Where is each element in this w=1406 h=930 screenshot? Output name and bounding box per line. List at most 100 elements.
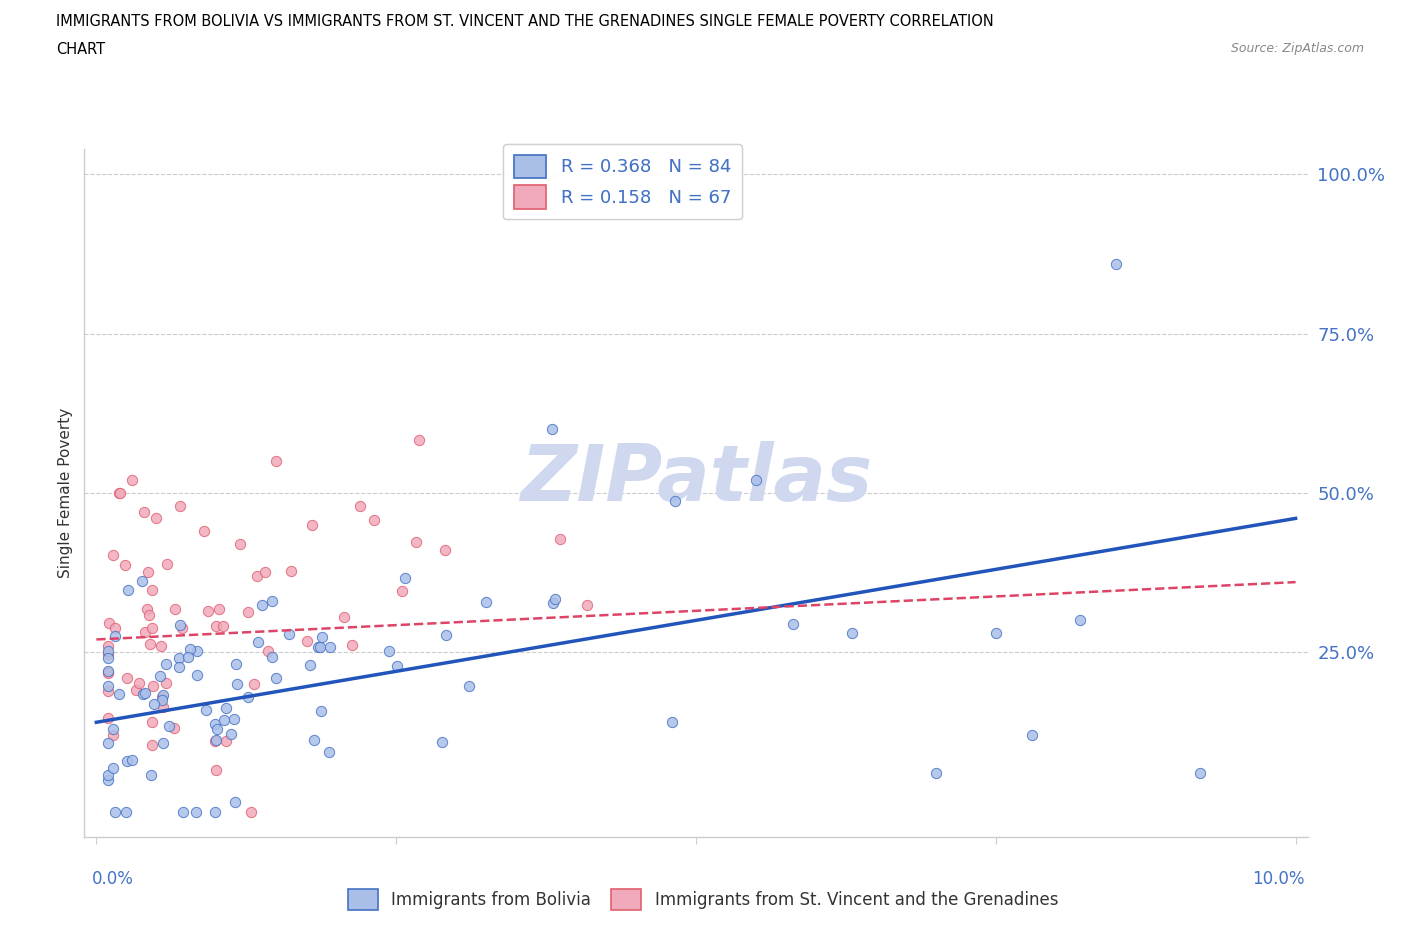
Point [104, 620, 127, 635]
Point [984, 626, 1007, 641]
Point [318, 745, 340, 760]
Point [1188, 765, 1211, 780]
Point [1021, 727, 1043, 742]
Point [97, 736, 120, 751]
Point [264, 454, 287, 469]
Point [121, 472, 143, 487]
Point [664, 493, 686, 508]
Point [212, 712, 235, 727]
Point [1069, 613, 1091, 628]
Point [394, 571, 416, 586]
Point [236, 689, 259, 704]
Point [548, 532, 571, 547]
Point [104, 629, 127, 644]
Point [145, 511, 167, 525]
Point [224, 795, 246, 810]
Legend: R = 0.368   N = 84, R = 0.158   N = 67: R = 0.368 N = 84, R = 0.158 N = 67 [503, 144, 742, 219]
Point [211, 618, 233, 633]
Point [115, 753, 138, 768]
Point [204, 717, 226, 732]
Point [298, 658, 321, 672]
Point [541, 595, 564, 610]
Point [474, 594, 496, 609]
Point [349, 498, 371, 513]
Point [925, 765, 948, 780]
Point [134, 625, 156, 640]
Point [430, 735, 453, 750]
Point [541, 421, 564, 436]
Point [264, 671, 287, 685]
Point [141, 714, 163, 729]
Point [1105, 256, 1128, 271]
Point [141, 737, 163, 752]
Point [163, 721, 186, 736]
Point [103, 722, 125, 737]
Point [311, 703, 333, 718]
Point [108, 485, 131, 500]
Point [169, 498, 191, 513]
Point [307, 640, 329, 655]
Point [97, 684, 120, 698]
Point [297, 633, 319, 648]
Point [97, 647, 120, 662]
Point [408, 432, 430, 447]
Point [104, 804, 127, 819]
Point [138, 565, 160, 579]
Point [170, 621, 193, 636]
Point [155, 675, 177, 690]
Point [97, 665, 120, 680]
Point [204, 619, 226, 634]
Point [278, 627, 301, 642]
Point [125, 683, 148, 698]
Point [97, 639, 120, 654]
Point [195, 702, 218, 717]
Point [186, 804, 208, 819]
Point [131, 573, 153, 588]
Point [150, 690, 173, 705]
Text: 0.0%: 0.0% [91, 870, 134, 887]
Point [121, 752, 143, 767]
Point [157, 719, 180, 734]
Point [149, 669, 172, 684]
Point [97, 768, 120, 783]
Point [186, 668, 208, 683]
Point [204, 804, 226, 819]
Point [434, 542, 457, 557]
Point [101, 760, 124, 775]
Point [156, 557, 179, 572]
Point [152, 736, 174, 751]
Text: CHART: CHART [56, 42, 105, 57]
Point [167, 650, 190, 665]
Point [138, 608, 160, 623]
Point [242, 676, 264, 691]
Point [141, 620, 163, 635]
Point [340, 638, 363, 653]
Point [841, 626, 863, 641]
Point [257, 644, 280, 658]
Point [318, 639, 340, 654]
Point [101, 727, 124, 742]
Point [363, 512, 385, 527]
Point [215, 701, 238, 716]
Point [97, 711, 120, 725]
Point [97, 772, 120, 787]
Point [225, 657, 247, 671]
Point [205, 722, 228, 737]
Text: 10.0%: 10.0% [1253, 870, 1305, 887]
Point [391, 583, 413, 598]
Point [107, 686, 129, 701]
Point [333, 609, 356, 624]
Point [139, 636, 162, 651]
Point [301, 517, 323, 532]
Point [661, 715, 683, 730]
Point [142, 678, 165, 693]
Point [247, 635, 270, 650]
Point [155, 657, 177, 671]
Point [229, 537, 252, 551]
Point [186, 644, 208, 658]
Point [260, 593, 283, 608]
Point [222, 712, 245, 727]
Point [544, 591, 567, 606]
Point [114, 557, 136, 572]
Point [142, 697, 165, 711]
